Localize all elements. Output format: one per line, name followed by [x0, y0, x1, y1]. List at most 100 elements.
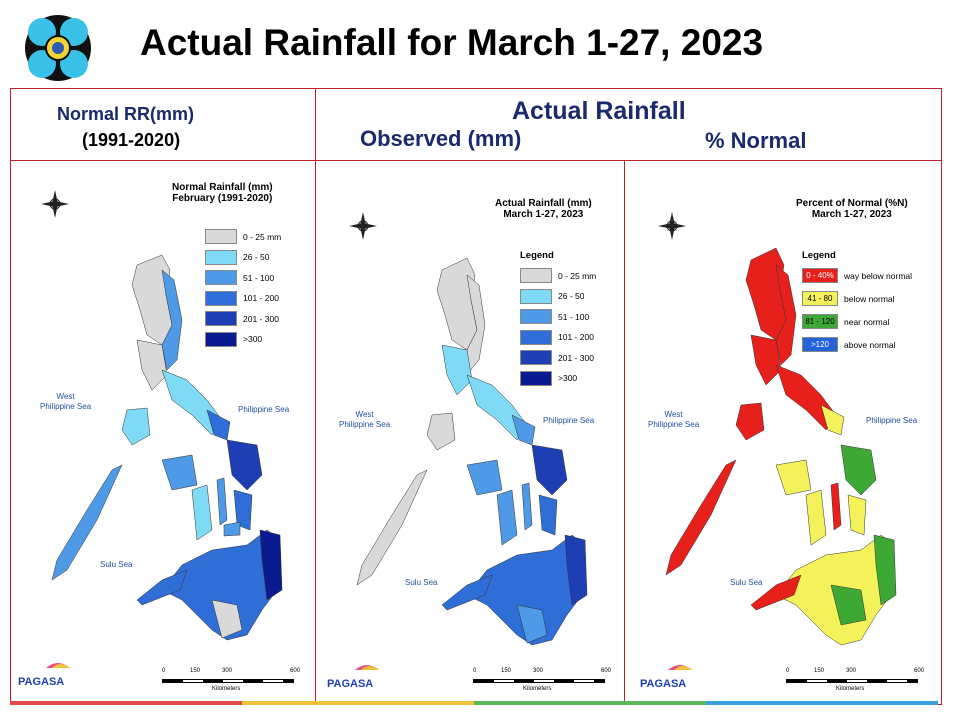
zamboanga [441, 574, 493, 611]
legend-swatch [520, 288, 552, 304]
luzon-central [441, 344, 473, 396]
map-percent [658, 212, 897, 646]
mindoro [735, 402, 765, 441]
compass-icon [349, 212, 377, 240]
legend-swatch [205, 311, 237, 327]
legend-normal: 0 - 25 mm 26 - 50 51 - 100 101 - 200 201… [205, 228, 281, 352]
pagasa-wordmark: PAGASA [18, 676, 65, 688]
luzon-north [436, 257, 478, 351]
sea-label-sulu: Sulu Sea [100, 560, 133, 569]
pagasa-logo [638, 665, 692, 690]
palawan [665, 459, 737, 576]
scale-unit: Kilometers [523, 686, 552, 692]
sea-label-west: West Philippine Sea [648, 410, 700, 429]
luzon-east [775, 264, 797, 366]
scale-bar [162, 679, 294, 683]
mindanao-east [873, 534, 897, 606]
pagasa-wordmark: PAGASA [640, 678, 687, 690]
mindoro [426, 412, 456, 451]
legend-swatch [205, 249, 237, 265]
pagasa-seal-logo [25, 15, 91, 81]
mindanao [161, 529, 281, 641]
legend-observed: Legend 0 - 25 mm 26 - 50 51 - 100 101 - … [520, 250, 596, 391]
scale-unit: Kilometers [212, 686, 241, 692]
luzon-north [131, 254, 173, 346]
mindanao-south [211, 599, 243, 639]
header-actual-label: Actual Rainfall [512, 97, 686, 125]
panay [466, 459, 503, 496]
cebu [830, 482, 842, 531]
scale-bar [473, 679, 605, 683]
sea-label-east: Philippine Sea [238, 405, 290, 414]
map-observed [349, 212, 588, 646]
mindanao-east [259, 529, 283, 601]
leyte [233, 489, 253, 531]
luzon-central [750, 334, 782, 386]
palawan [51, 464, 123, 581]
header-percent-label: % Normal [705, 128, 807, 153]
legend-swatch [205, 229, 237, 244]
legend-swatch: 0 - 40% [802, 268, 838, 283]
header-normal-label: Normal RR(mm) [57, 104, 195, 124]
mindanao [466, 534, 586, 646]
sea-label-east: Philippine Sea [543, 416, 595, 425]
bicol-tip [820, 404, 845, 436]
stripe-red [10, 701, 242, 705]
sea-label-west: West Philippine Sea [339, 410, 391, 429]
pagasa-logo [325, 665, 379, 690]
sea-label-west: West Philippine Sea [40, 392, 92, 411]
samar [531, 444, 568, 496]
header-normal-period: (1991-2020) [82, 130, 181, 150]
panel-normal: Normal Rainfall (mm) February (1991-2020)… [12, 160, 314, 704]
legend-swatch [205, 331, 237, 347]
stripe-blue [706, 701, 938, 705]
luzon-east [161, 269, 183, 371]
pagasa-wordmark: PAGASA [327, 678, 374, 690]
negros [496, 489, 518, 546]
negros [191, 484, 213, 541]
mindanao-south [516, 604, 548, 644]
compass-icon [41, 190, 69, 218]
legend-swatch: 81 - 120 [802, 314, 838, 329]
legend-swatch [205, 290, 237, 306]
header-observed-label: Observed (mm) [360, 126, 522, 151]
zamboanga [136, 569, 188, 606]
compass-icon [658, 212, 686, 240]
stripe-yellow [242, 701, 474, 705]
sea-label-sulu: Sulu Sea [730, 578, 763, 587]
scale-bar [786, 679, 918, 683]
stripe-green [474, 701, 706, 705]
scale-unit: Kilometers [836, 686, 865, 692]
cebu [216, 477, 228, 526]
bottom-color-stripe [10, 701, 938, 705]
legend-swatch [205, 270, 237, 286]
leyte [538, 494, 558, 536]
panel-percent: Percent of Normal (%N) March 1-27, 2023 L… [626, 160, 940, 704]
leyte [847, 494, 867, 536]
negros [805, 489, 827, 546]
mindoro [121, 407, 151, 446]
legend-swatch [520, 309, 552, 325]
legend-swatch: >120 [802, 337, 838, 352]
panay [775, 459, 812, 496]
legend-swatch [520, 350, 552, 366]
mindanao-east [564, 534, 588, 606]
samar [840, 444, 877, 496]
samar [226, 439, 263, 491]
palawan [356, 469, 428, 586]
map-title: Percent of Normal (%N) March 1-27, 2023 [796, 198, 908, 220]
luzon-central [136, 339, 168, 391]
panay [161, 454, 198, 491]
sea-label-east: Philippine Sea [866, 416, 918, 425]
bohol [223, 521, 241, 537]
map-normal [41, 190, 283, 641]
mindanao-south [830, 584, 867, 626]
legend-percent: Legend 0 - 40% way below normal 41 - 80 be… [802, 250, 912, 357]
map-title: Normal Rainfall (mm) February (1991-2020) [172, 182, 273, 204]
cebu [521, 482, 533, 531]
map-title: Actual Rainfall (mm) March 1-27, 2023 [495, 198, 592, 220]
legend-swatch [520, 329, 552, 345]
panel-observed: Actual Rainfall (mm) March 1-27, 2023 Leg… [317, 160, 623, 704]
legend-swatch [520, 268, 552, 283]
pagasa-logo [16, 663, 70, 688]
